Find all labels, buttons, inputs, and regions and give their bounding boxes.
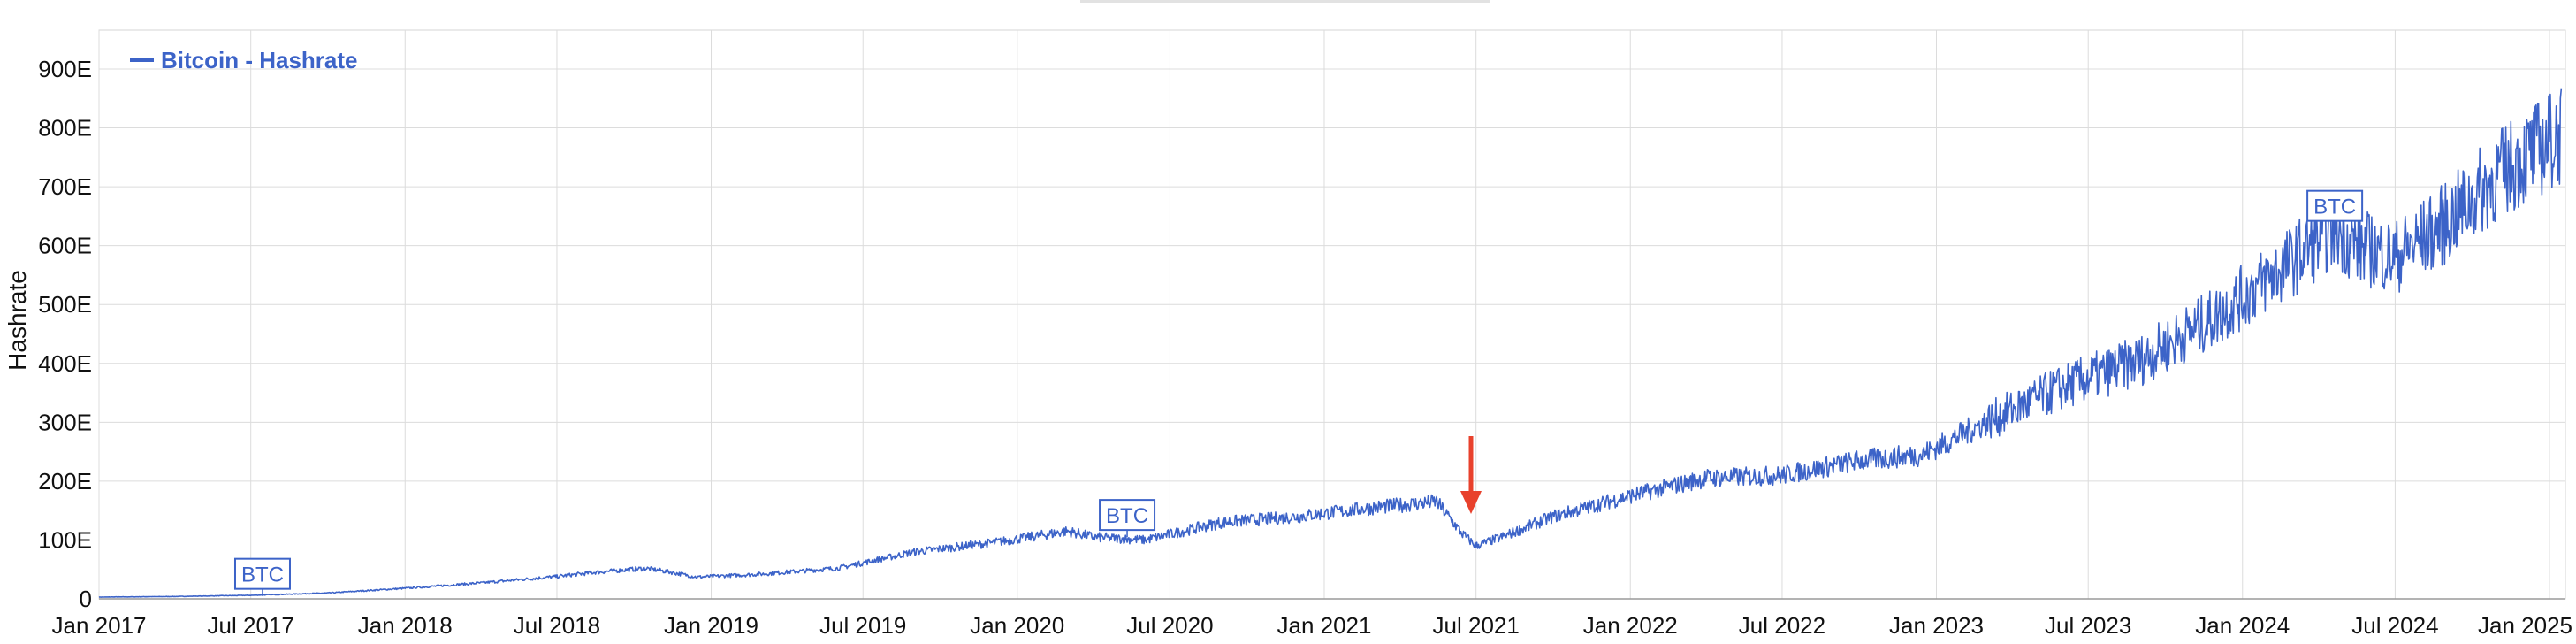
x-tick-label: Jan 2022 [1583,612,1678,639]
grid [98,29,2566,600]
y-tick-label: 400E [38,350,92,377]
x-tick-label: Jan 2021 [1277,612,1371,639]
y-tick-label: 300E [38,409,92,435]
y-tick-label: 900E [38,56,92,82]
annotation-label: BTC [1106,504,1148,528]
x-tick-label: Jul 2019 [819,612,906,639]
x-tick-label: Jul 2021 [1433,612,1520,639]
annotation-label: BTC [2313,196,2356,219]
y-tick-label: 500E [38,291,92,318]
x-tick-label: Jan 2018 [358,612,453,639]
series-line-bitcoin-hashrate [98,88,2563,598]
marker-layer [1460,436,1482,514]
x-tick-label: Jan 2025 [2478,612,2572,639]
x-tick-label: Jul 2022 [1739,612,1825,639]
annotations-layer: BTC BTC BTC [233,189,2364,596]
annotation-label: BTC [241,564,284,587]
y-tick-label: 200E [38,468,92,494]
x-tick-label: Jan 2017 [52,612,147,639]
y-tick-label: 0 [80,586,92,612]
y-tick-label: 100E [38,526,92,553]
x-tick-label: Jan 2020 [970,612,1064,639]
x-tick-label: Jul 2024 [2351,612,2438,639]
x-tick-label: Jul 2018 [514,612,600,639]
marker-arrow-head [1460,491,1482,514]
y-tick-label: 700E [38,173,92,200]
legend-label: Bitcoin - Hashrate [161,47,358,73]
y-tick-label: 800E [38,115,92,142]
y-tick-label: 600E [38,233,92,259]
range-selector-handle[interactable] [1080,0,1490,3]
x-tick-label: Jan 2024 [2195,612,2290,639]
x-tick-label: Jan 2023 [1889,612,1984,639]
y-axis-ticks: 0 100E 200E 300E 400E 500E 600E 700E 800E 900E [38,56,92,612]
x-tick-label: Jul 2020 [1126,612,1213,639]
x-tick-label: Jul 2017 [208,612,294,639]
y-axis-label: Hashrate [4,270,31,371]
x-tick-label: Jul 2023 [2045,612,2131,639]
x-tick-label: Jan 2019 [664,612,758,639]
legend[interactable]: Bitcoin - Hashrate [130,47,358,73]
series-layer [98,88,2563,598]
x-axis-ticks: Jan 2017 Jul 2017 Jan 2018 Jul 2018 Jan 2019… [52,612,2572,639]
annotation-flag[interactable]: BTC [1099,499,1156,538]
annotation-flag[interactable]: BTC [233,557,291,596]
annotation-flag[interactable]: BTC [2306,189,2364,228]
